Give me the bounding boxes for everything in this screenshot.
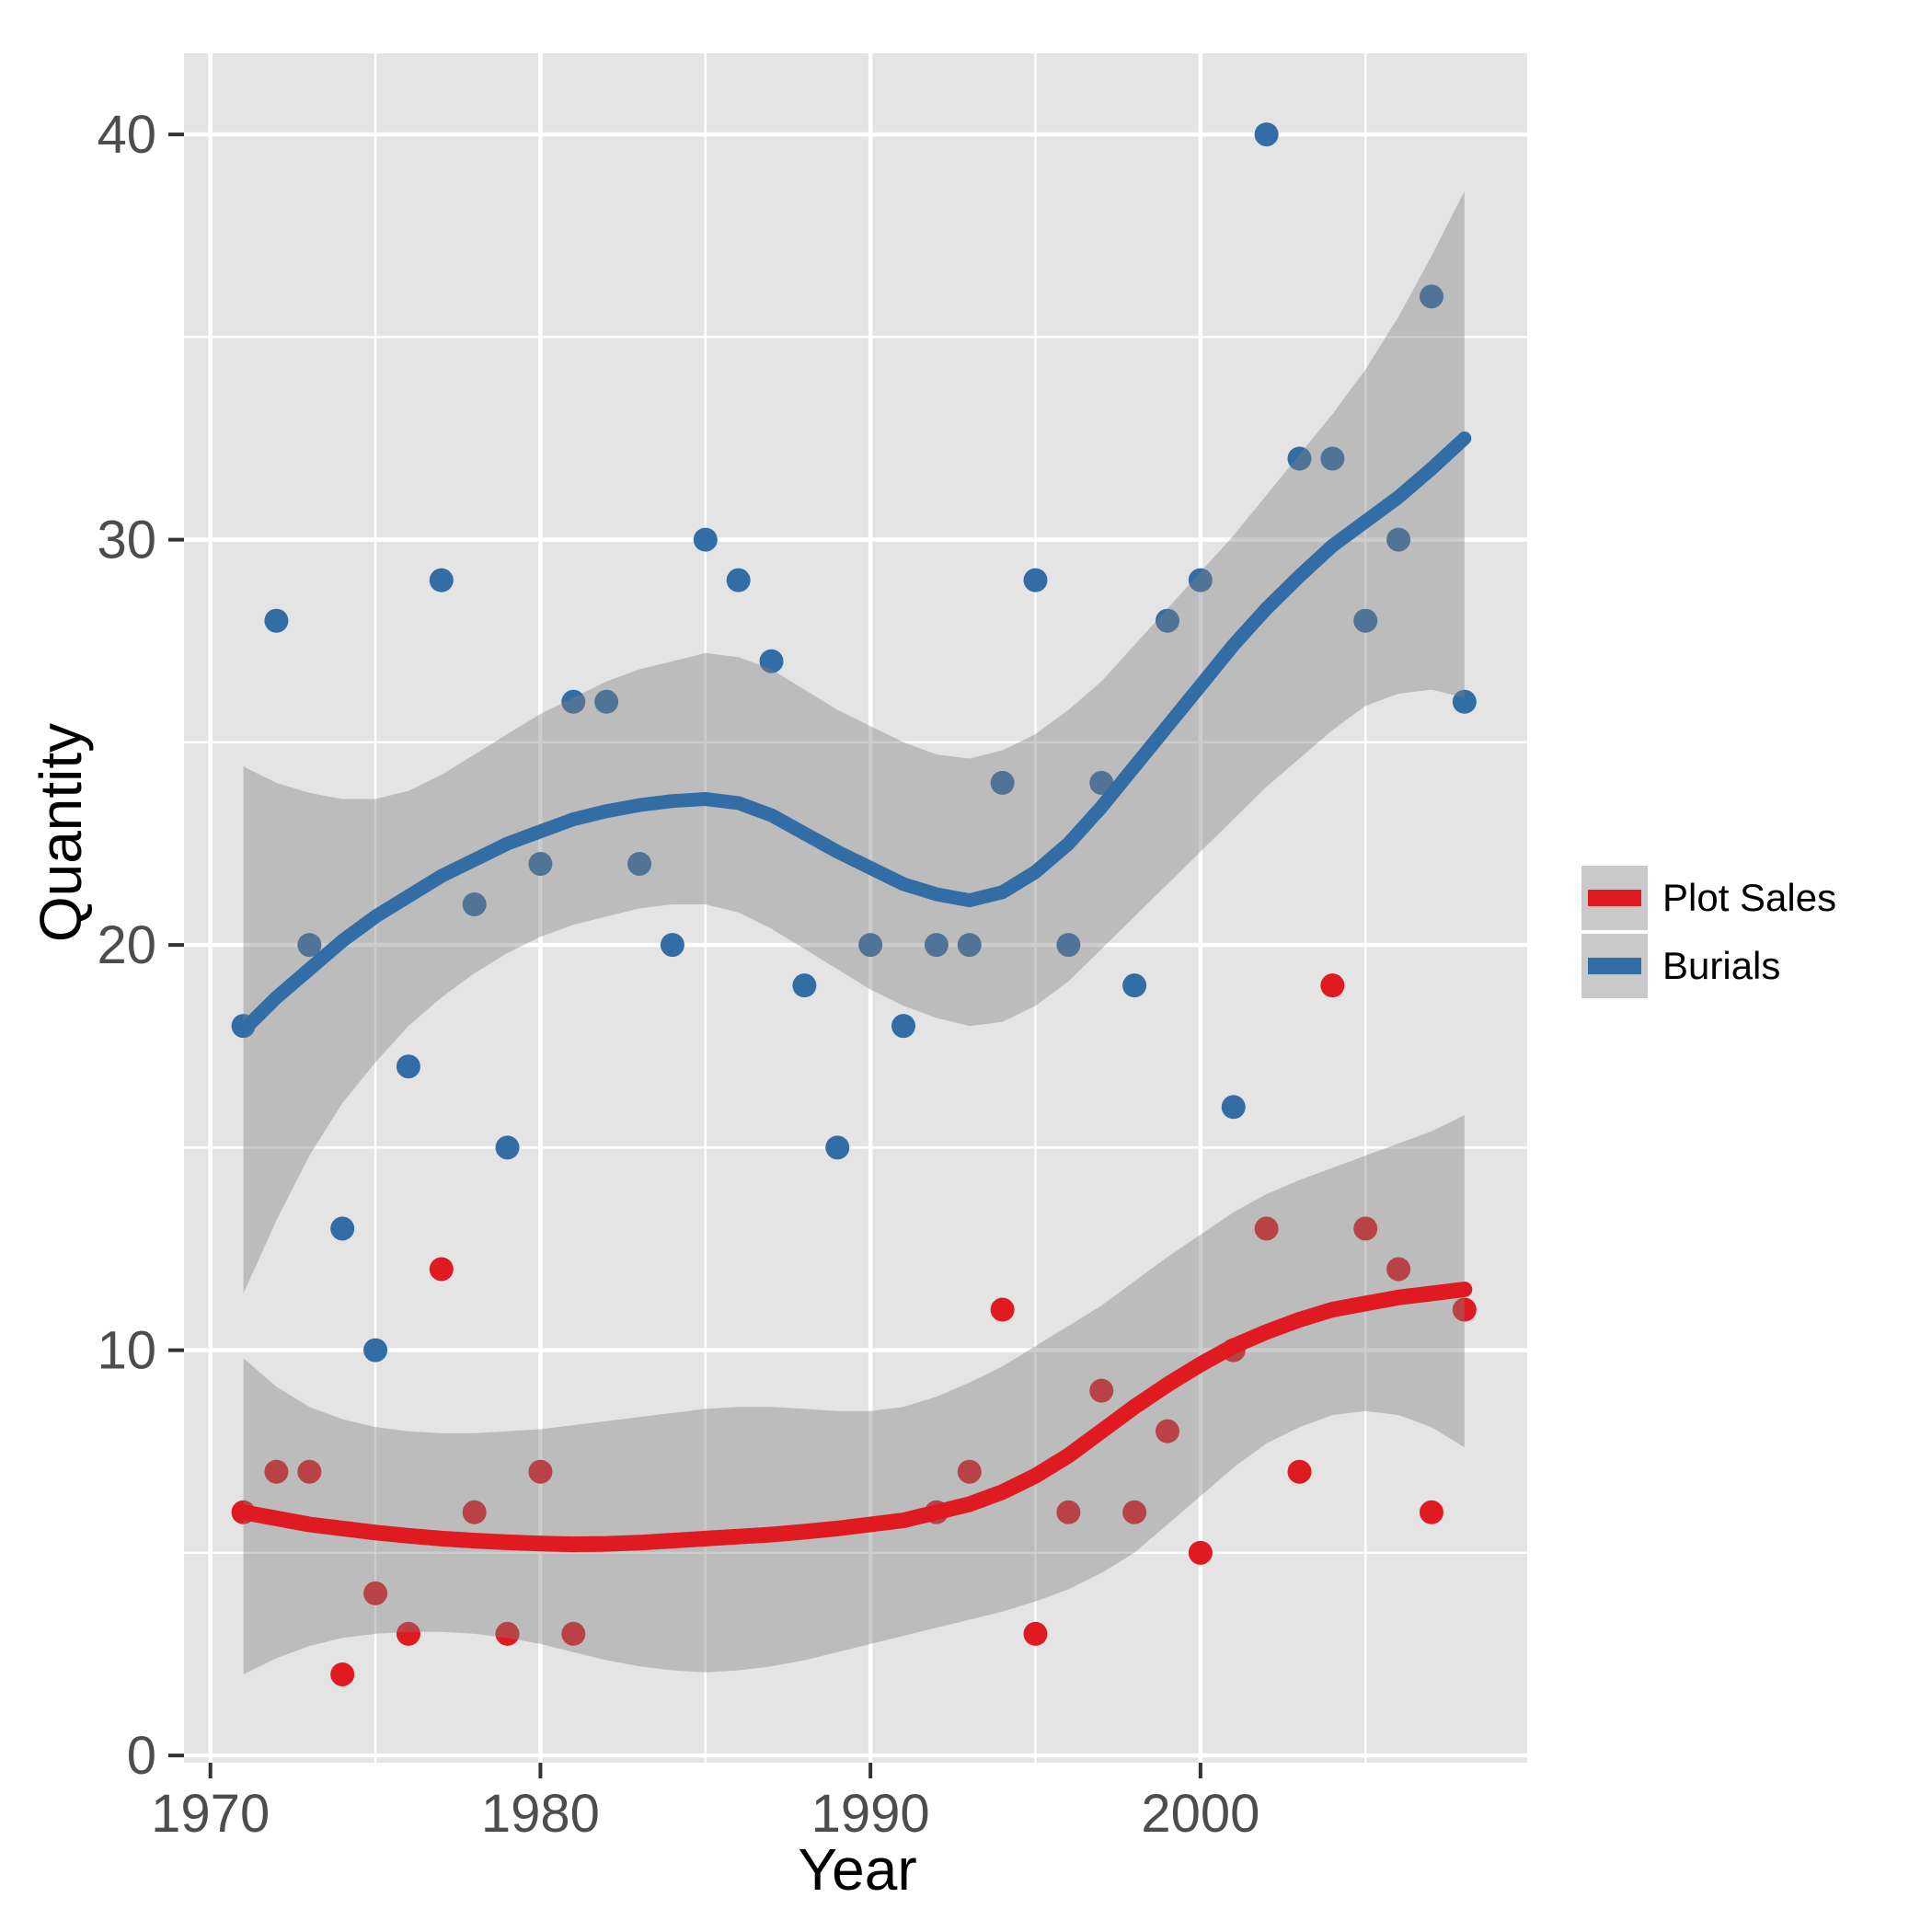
plot_sales-smooth-line <box>236 1282 1473 1553</box>
burials-point <box>495 1135 520 1160</box>
y-tick-label: 40 <box>97 105 156 165</box>
legend-key-box <box>1581 934 1648 998</box>
plot_sales-point <box>990 1297 1015 1322</box>
burials-point <box>1386 527 1411 552</box>
burials-confidence-band <box>243 190 1465 1294</box>
burials-point <box>1089 770 1114 795</box>
burials-point <box>891 1014 916 1039</box>
plot_sales-point <box>1155 1419 1179 1443</box>
burials-point <box>1287 446 1312 471</box>
legend-label: Plot Sales <box>1662 876 1837 919</box>
burials-point <box>1056 933 1081 958</box>
plot_sales-point <box>1353 1216 1378 1241</box>
burials-point <box>627 851 652 876</box>
plot_sales-point <box>1089 1378 1114 1403</box>
burials-point <box>1221 1095 1246 1120</box>
burials-smooth-line <box>236 431 1472 1038</box>
plot_sales-point <box>1386 1257 1411 1282</box>
plot_sales-point <box>363 1581 388 1605</box>
burials-point <box>792 973 817 998</box>
plot_sales-point <box>1056 1500 1081 1524</box>
x-tick-label: 1990 <box>811 1784 930 1844</box>
burials-point <box>1452 689 1477 714</box>
burials-point <box>825 1135 850 1160</box>
plot_sales-point <box>1254 1216 1279 1241</box>
legend-key-box <box>1581 866 1648 930</box>
plot_sales-confidence-band <box>243 1115 1465 1674</box>
plot_sales-point <box>1452 1297 1477 1322</box>
y-tick-label: 0 <box>127 1726 156 1786</box>
burials-point <box>1254 122 1279 147</box>
burials-point <box>1353 608 1378 633</box>
plot_sales-point <box>429 1257 454 1282</box>
burials-point <box>726 568 751 592</box>
legend: Plot Sales Burials <box>1581 866 1836 998</box>
burials-point <box>990 770 1015 795</box>
plot_sales-point <box>957 1459 982 1484</box>
burials-point <box>1320 446 1345 471</box>
burials-point <box>528 851 553 876</box>
plot_sales-point <box>396 1621 420 1646</box>
burials-point <box>1188 568 1213 592</box>
plot_sales-point <box>1188 1540 1213 1565</box>
y-axis-title: Quantity <box>28 722 94 943</box>
plot_sales-point <box>561 1621 586 1646</box>
plot_sales-point <box>462 1500 487 1524</box>
plot_sales-point <box>1419 1500 1443 1524</box>
y-tick-label: 30 <box>97 511 156 570</box>
burials-point <box>462 892 487 917</box>
legend-item-plot-sales: Plot Sales <box>1581 866 1836 930</box>
burials-point <box>1122 973 1147 998</box>
burials-swatch <box>1588 958 1641 974</box>
y-tick-label: 10 <box>97 1321 156 1381</box>
burials-point <box>1023 568 1048 592</box>
y-tick-label: 20 <box>97 915 156 975</box>
legend-label: Burials <box>1662 944 1781 987</box>
burials-point <box>924 933 949 958</box>
burials-point <box>957 933 982 958</box>
x-axis-title: Year <box>798 1836 917 1903</box>
plot_sales-point <box>1320 973 1345 998</box>
burials-point <box>429 568 454 592</box>
x-tick-label: 2000 <box>1141 1784 1259 1844</box>
plot_sales-point <box>495 1621 520 1646</box>
plot_sales-point <box>1023 1621 1048 1646</box>
burials-point <box>561 689 586 714</box>
burials-point <box>297 933 322 958</box>
plot_sales-point <box>1287 1459 1312 1484</box>
plot_sales-point <box>528 1459 553 1484</box>
burials-point <box>330 1216 355 1241</box>
burials-point <box>264 608 289 633</box>
x-tick-label: 1970 <box>151 1784 270 1844</box>
burials-point <box>693 527 718 552</box>
burials-point <box>660 933 684 958</box>
plot_sales-point <box>330 1662 355 1686</box>
plot-sales-swatch <box>1588 890 1641 906</box>
x-tick-label: 1980 <box>481 1784 600 1844</box>
burials-point <box>594 689 619 714</box>
plot_sales-point <box>297 1459 322 1484</box>
burials-point <box>759 649 784 673</box>
burials-point <box>1419 284 1443 309</box>
plot_sales-point <box>264 1459 289 1484</box>
burials-point <box>858 933 883 958</box>
burials-point <box>1155 608 1179 633</box>
legend-item-burials: Burials <box>1581 934 1836 998</box>
burials-point <box>363 1338 388 1363</box>
plot_sales-point <box>1122 1500 1147 1524</box>
burials-point <box>396 1054 420 1079</box>
